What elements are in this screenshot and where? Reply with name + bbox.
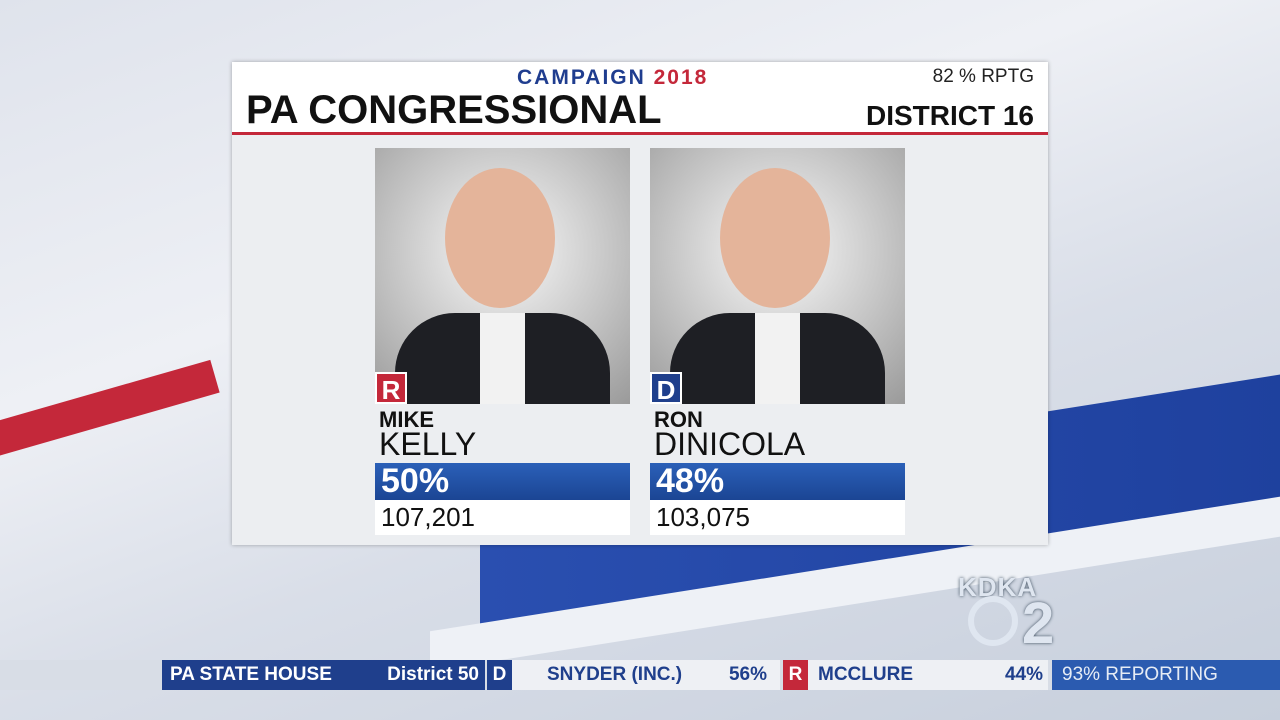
year: 2018: [653, 66, 709, 89]
ticker-name: MCCLURE: [808, 660, 1048, 690]
district: DISTRICT 16: [865, 100, 1034, 131]
results-panel: CAMPAIGN 2018 82 % RPTG PA CONGRESSIONAL…: [232, 62, 1048, 545]
last-name: KELLY: [379, 426, 477, 462]
ticker: PA STATE HOUSE District 50 93% REPORTING …: [0, 660, 1280, 690]
ticker-party: D: [487, 660, 512, 690]
reporting: 82 % RPTG: [932, 66, 1034, 87]
party-badge: R: [375, 372, 407, 405]
ticker-percent: 44%: [1004, 664, 1043, 685]
station-logo: KDKA 2: [958, 572, 1054, 656]
candidate-photo: [375, 148, 630, 404]
photo-head: [445, 168, 555, 308]
campaign: CAMPAIGN: [517, 66, 646, 89]
ticker-race: PA STATE HOUSE District 50: [162, 660, 485, 690]
race-title: PA CONGRESSIONAL: [246, 88, 662, 132]
vote-percent: 48%: [650, 463, 905, 500]
panel-header: CAMPAIGN 2018 82 % RPTG PA CONGRESSIONAL…: [232, 62, 1048, 135]
ticker-district: District 50: [387, 664, 479, 685]
channel: 2: [1022, 591, 1055, 656]
ticker-percent: 56%: [728, 664, 767, 685]
ticker-party: R: [783, 660, 808, 690]
party-badge: D: [650, 372, 682, 405]
vote-count: 107,201: [375, 500, 630, 535]
ticker-reporting: 93% REPORTING: [1052, 660, 1280, 690]
first-name: MIKE: [379, 407, 434, 432]
photo-shirt: [755, 313, 800, 404]
race: PA STATE HOUSE: [170, 664, 332, 685]
candidate-photo: [650, 148, 905, 404]
vote-percent: 50%: [375, 463, 630, 500]
last-name: DINICOLA: [654, 426, 806, 462]
first-name: RON: [654, 407, 703, 432]
vote-count: 103,075: [650, 500, 905, 535]
photo-head: [720, 168, 830, 308]
ticker-name: SNYDER (INC.): [512, 660, 780, 690]
background-stripe: [0, 359, 220, 465]
campaign-label: CAMPAIGN 2018: [517, 66, 708, 90]
cbs-eye: [968, 596, 1018, 646]
photo-shirt: [480, 313, 525, 404]
